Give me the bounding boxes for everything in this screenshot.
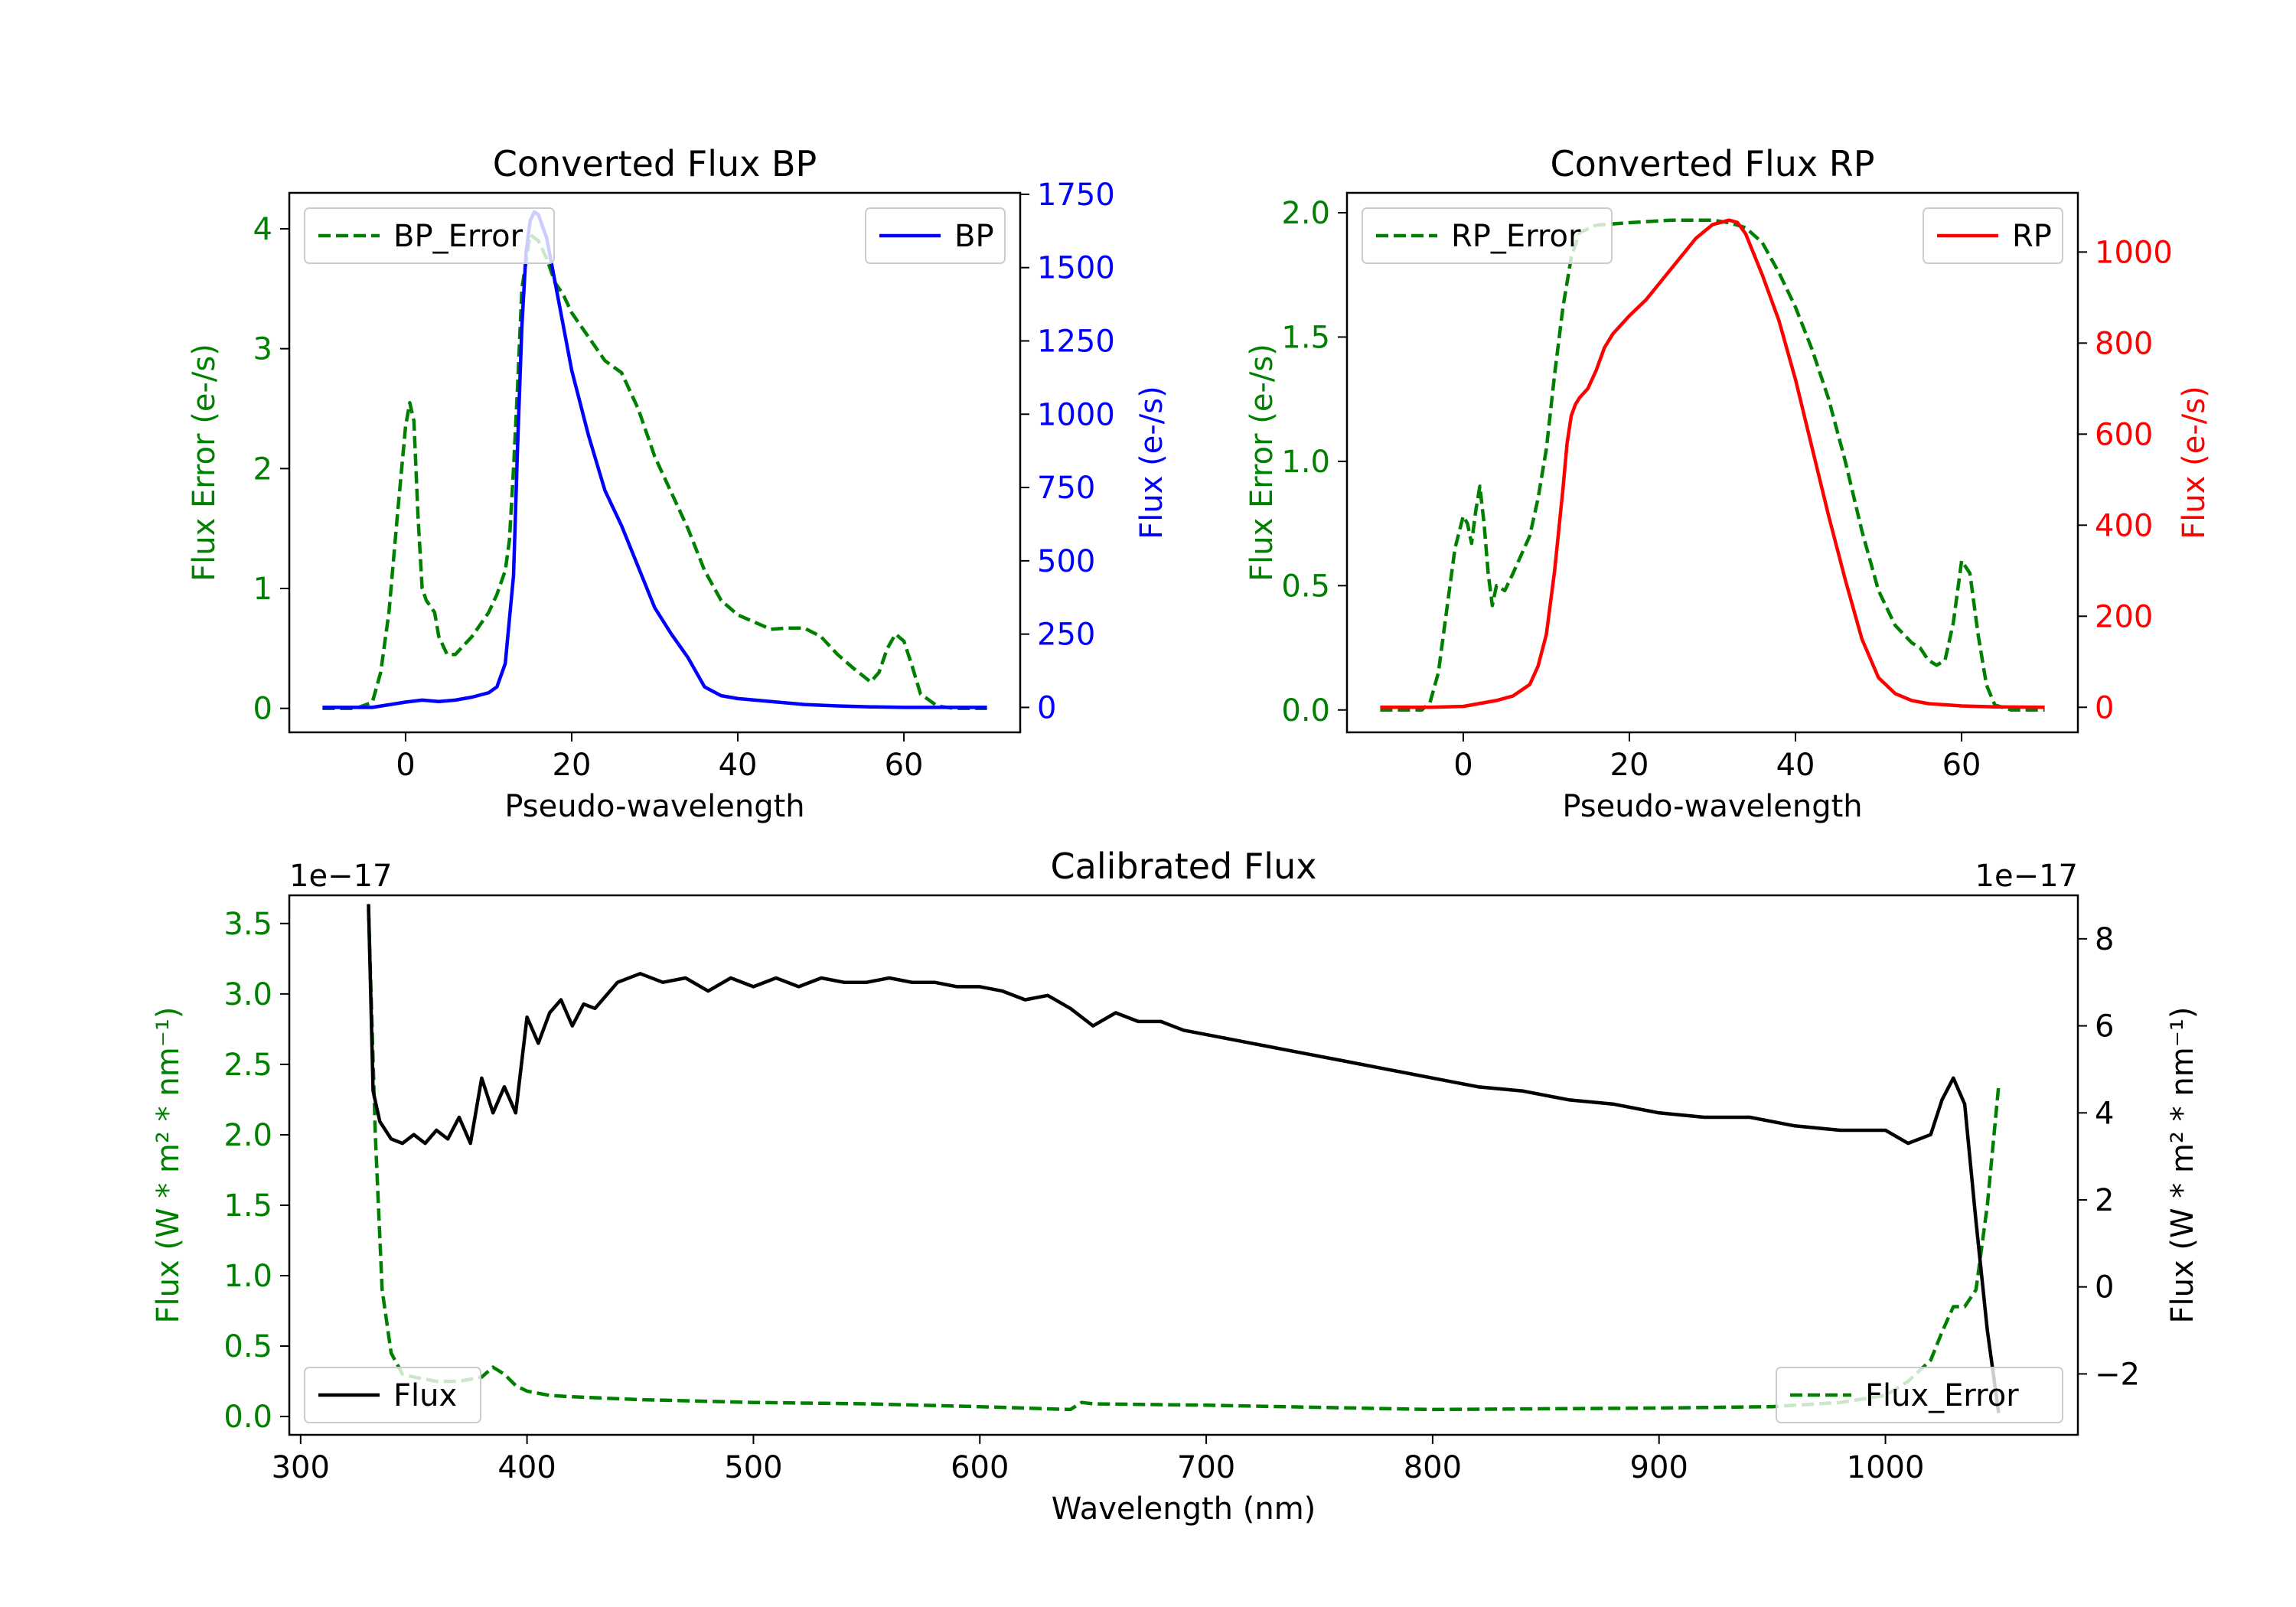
x-tick-label: 800: [1404, 1450, 1462, 1485]
left-tick-label: 2.0: [223, 1118, 272, 1153]
x-axis-label: Wavelength (nm): [1052, 1491, 1316, 1527]
legend-box: [304, 1367, 481, 1423]
x-tick-label: 40: [719, 748, 758, 783]
right-axis-label: Flux (e-/s): [1134, 386, 1169, 539]
right-tick-label: 200: [2095, 599, 2153, 634]
legend-flux-error: Flux_Error: [1776, 1367, 2063, 1423]
right-axis-label: Flux (e-/s): [2177, 386, 2212, 539]
chart-title: Converted Flux BP: [493, 143, 817, 184]
plot-frame: [288, 191, 1022, 734]
right-tick-label: 1000: [1037, 397, 1115, 432]
legend-rp-error: RP_Error: [1362, 207, 1613, 264]
left-tick-label: 0.5: [223, 1329, 272, 1364]
x-tick-label: 20: [1610, 748, 1649, 783]
left-tick-label: 1.0: [223, 1259, 272, 1294]
right-tick-label: 6: [2095, 1009, 2114, 1045]
left-tick-label: 1.5: [223, 1188, 272, 1224]
left-tick-label: 2: [253, 451, 272, 487]
x-tick-label: 0: [396, 748, 415, 783]
right-axis-label: Flux (W * m² * nm⁻¹): [2165, 1007, 2200, 1324]
legend-flux: Flux: [304, 1367, 481, 1423]
legend-rp: RP: [1923, 207, 2063, 264]
left-tick-label: 1.5: [1281, 320, 1330, 355]
right-tick-label: 400: [2095, 508, 2153, 543]
right-offset-text: 1e−17: [1975, 859, 2078, 894]
right-tick-label: 0: [2095, 690, 2114, 725]
x-tick-label: 40: [1776, 748, 1815, 783]
legend-label: BP_Error: [393, 219, 523, 254]
x-axis-label: Pseudo-wavelength: [1562, 789, 1862, 824]
x-tick-label: 60: [1942, 748, 1981, 783]
legend-bp: BP: [865, 207, 1006, 264]
x-axis-label: Pseudo-wavelength: [504, 789, 804, 824]
left-tick-label: 4: [253, 212, 272, 247]
right-tick-label: 8: [2095, 922, 2114, 957]
right-tick-label: 500: [1037, 544, 1095, 579]
left-tick-label: 3: [253, 332, 272, 367]
chart-bp: 0 20 40 600123402505007501000125015001750Co…: [187, 143, 1169, 824]
legend-label: BP: [954, 219, 994, 254]
series-bp-line: [322, 210, 987, 709]
legend-label: Flux_Error: [1865, 1378, 2019, 1413]
right-tick-label: 1250: [1037, 324, 1115, 359]
chart-title: Converted Flux RP: [1551, 143, 1875, 184]
x-tick-label: 600: [951, 1450, 1009, 1485]
left-offset-text: 1e−17: [289, 859, 392, 894]
plot-frame: [288, 894, 2079, 1436]
right-tick-label: 4: [2095, 1096, 2114, 1131]
right-tick-label: 1500: [1037, 251, 1115, 286]
left-axis-label: Flux (W * m² * nm⁻¹): [151, 1007, 186, 1324]
x-tick-label: 0: [1453, 748, 1473, 783]
left-tick-label: 2.0: [1281, 196, 1330, 231]
left-axis-label: Flux Error (e-/s): [187, 344, 222, 582]
left-tick-label: 3.5: [223, 907, 272, 942]
left-tick-label: 0.0: [223, 1400, 272, 1435]
series-bp-error-line: [322, 233, 987, 710]
legend-box: [1776, 1367, 2063, 1423]
series-flux-line: [367, 904, 2001, 1413]
legend-label: RP_Error: [1451, 219, 1581, 254]
right-tick-label: 1000: [2095, 235, 2173, 270]
x-tick-label: 400: [497, 1450, 556, 1485]
x-tick-label: 1000: [1847, 1450, 1925, 1485]
right-tick-label: 0: [1037, 690, 1056, 725]
legend-bp-error: BP_Error: [304, 207, 555, 264]
right-tick-label: −2: [2095, 1357, 2140, 1392]
left-tick-label: 0.0: [1281, 693, 1330, 729]
legend-box: [304, 207, 555, 264]
right-tick-label: 250: [1037, 618, 1095, 653]
x-tick-label: 20: [553, 748, 592, 783]
right-tick-label: 2: [2095, 1183, 2114, 1218]
left-tick-label: 3.0: [223, 977, 272, 1012]
left-tick-label: 0: [253, 692, 272, 727]
x-tick-label: 300: [272, 1450, 330, 1485]
right-tick-label: 750: [1037, 471, 1095, 506]
x-tick-label: 900: [1630, 1450, 1688, 1485]
right-tick-label: 1750: [1037, 178, 1115, 213]
series-rp-error-line: [1380, 218, 2045, 712]
plot-frame: [1345, 191, 2079, 734]
left-tick-label: 1: [253, 572, 272, 607]
left-tick-label: 0.5: [1281, 569, 1330, 604]
right-tick-label: 0: [2095, 1270, 2114, 1305]
chart-calibrated: 300 400 500 600 700 800 900 1000 0.0 0.5 1.0 1.5 2.0…: [151, 846, 2200, 1527]
x-tick-label: 60: [885, 748, 924, 783]
x-tick-label: 700: [1177, 1450, 1235, 1485]
legend-label: RP: [2012, 219, 2052, 254]
series-rp-line: [1380, 218, 2045, 709]
legend-box: [1362, 207, 1613, 264]
chart-title: Calibrated Flux: [1051, 846, 1317, 887]
left-axis-label: Flux Error (e-/s): [1244, 344, 1280, 582]
right-tick-label: 600: [2095, 417, 2153, 452]
right-tick-label: 800: [2095, 326, 2153, 361]
chart-rp: 0 20 40 60 0.0 0.5 1.0 1.5 2.0 0 200 400 600 800 1000 C…: [1244, 143, 2212, 824]
series-flux-error-line: [367, 909, 2001, 1412]
left-tick-label: 1.0: [1281, 445, 1330, 480]
x-tick-label: 500: [724, 1450, 782, 1485]
legend-label: Flux: [393, 1378, 457, 1413]
left-tick-label: 2.5: [223, 1048, 272, 1083]
